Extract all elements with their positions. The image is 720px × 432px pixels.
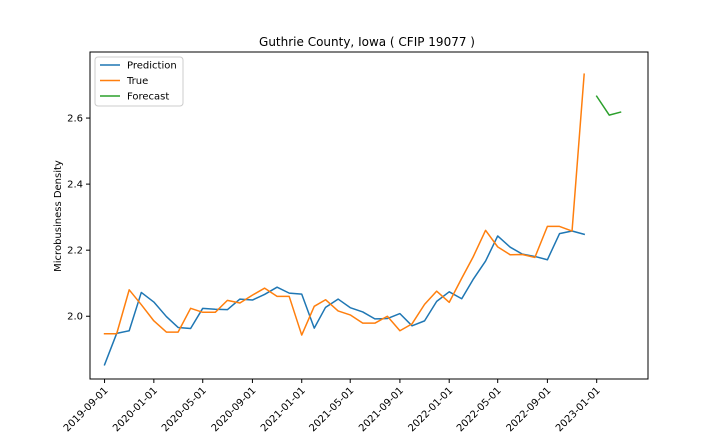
- chart-title: Guthrie County, Iowa ( CFIP 19077 ): [259, 35, 475, 49]
- x-axis-ticks: 2019-09-01 2020-01-01 2020-05-01 2020-09-01…: [62, 379, 603, 432]
- x-tick-label: 2020-09-01: [210, 385, 259, 432]
- plot-area: [103, 73, 622, 366]
- series-line-prediction: [103, 230, 586, 366]
- y-tick-label: 2.2: [67, 246, 83, 257]
- x-tick-label: 2022-05-01: [455, 385, 504, 432]
- x-tick-label: 2021-01-01: [259, 385, 308, 432]
- x-tick-label: 2021-05-01: [307, 385, 356, 432]
- y-axis-label: Microbusiness Density: [53, 160, 64, 272]
- series-line-forecast: [595, 95, 622, 116]
- legend-entry: Prediction: [127, 61, 177, 72]
- x-tick-label: 2020-05-01: [160, 385, 209, 432]
- series-line-true: [103, 73, 585, 336]
- y-tick-label: 2.4: [67, 180, 83, 191]
- x-tick-label: 2019-09-01: [62, 385, 111, 432]
- legend: Prediction True Forecast: [94, 56, 184, 107]
- y-axis-ticks: 2.0 2.2 2.4 2.6: [67, 114, 90, 323]
- y-tick-label: 2.6: [67, 114, 83, 125]
- x-tick-label: 2021-09-01: [357, 385, 406, 432]
- y-tick-label: 2.0: [67, 312, 83, 323]
- legend-entry: Forecast: [127, 92, 169, 103]
- x-tick-label: 2020-01-01: [111, 385, 160, 432]
- x-tick-label: 2023-01-01: [554, 385, 603, 432]
- x-tick-label: 2022-09-01: [505, 385, 554, 432]
- legend-box: [94, 56, 184, 107]
- x-tick-label: 2022-01-01: [406, 385, 455, 432]
- legend-entry: True: [126, 76, 148, 87]
- plot-frame: [89, 51, 649, 380]
